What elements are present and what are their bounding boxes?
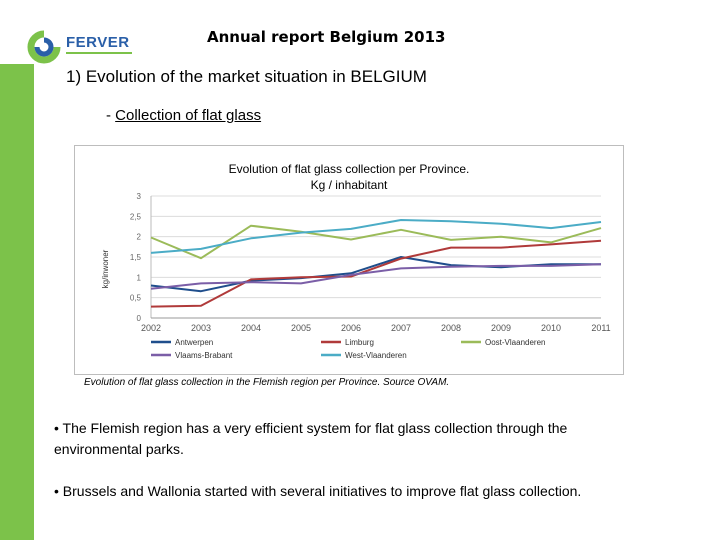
y-tick-label: 2 <box>137 233 142 242</box>
chart-caption: Evolution of flat glass collection in th… <box>84 377 450 388</box>
subsection-title: - Collection of flat glass <box>106 107 261 124</box>
chart-title-line-1: Evolution of flat glass collection per P… <box>228 162 470 176</box>
ferver-logo-icon <box>27 30 61 64</box>
y-axis-label: kg/inwoner <box>101 249 110 288</box>
series-line <box>150 219 602 254</box>
ferver-logo: FERVER <box>24 30 136 64</box>
subsection-dash: - <box>106 107 116 124</box>
series-line <box>150 256 601 293</box>
green-side-bar <box>0 64 34 540</box>
subsection-label: Collection of flat glass <box>115 107 262 124</box>
logo-tagline-bar <box>66 52 132 54</box>
y-tick-label: 2,5 <box>130 212 142 221</box>
x-tick-label: 2006 <box>341 323 361 333</box>
x-tick-label: 2008 <box>441 323 461 333</box>
y-tick-label: 0,5 <box>130 294 142 303</box>
legend-label: Limburg <box>345 338 374 347</box>
series-line <box>150 224 602 260</box>
chart-title: Evolution of flat glass collection per P… <box>75 161 623 193</box>
x-tick-label: 2009 <box>491 323 511 333</box>
x-tick-label: 2005 <box>291 323 311 333</box>
legend-label: Antwerpen <box>175 338 213 347</box>
legend-label: West-Vlaanderen <box>345 351 407 360</box>
section-title: 1) Evolution of the market situation in … <box>66 67 427 86</box>
x-tick-label: 2004 <box>241 323 261 333</box>
x-tick-label: 2002 <box>141 323 161 333</box>
chart-title-line-2: Kg / inhabitant <box>310 178 388 192</box>
x-tick-label: 2011 <box>591 323 610 333</box>
bullet-brussels-wallonia: • Brussels and Wallonia started with sev… <box>54 483 582 499</box>
x-tick-label: 2010 <box>541 323 561 333</box>
legend-label: Oost-Vlaanderen <box>485 338 545 347</box>
series-line <box>150 263 602 290</box>
y-tick-label: 1 <box>137 273 142 282</box>
x-tick-label: 2007 <box>391 323 411 333</box>
line-chart: 0 0,5 1 1,5 2 2,5 3 kg/inwoner 2002 2003 2004 2005 2… <box>101 192 611 360</box>
chart-frame: Evolution of flat glass collection per P… <box>74 145 624 375</box>
x-tick-label: 2003 <box>191 323 211 333</box>
y-tick-label: 1,5 <box>130 253 142 262</box>
bullet-flemish-region: • The Flemish region has a very efficien… <box>54 420 568 457</box>
report-title: Annual report Belgium 2013 <box>207 28 446 46</box>
series-line <box>150 239 602 308</box>
legend-label: Vlaams-Brabant <box>175 351 233 360</box>
y-tick-label: 0 <box>137 314 142 323</box>
logo-text: FERVER <box>66 34 130 51</box>
y-tick-label: 3 <box>137 192 142 201</box>
